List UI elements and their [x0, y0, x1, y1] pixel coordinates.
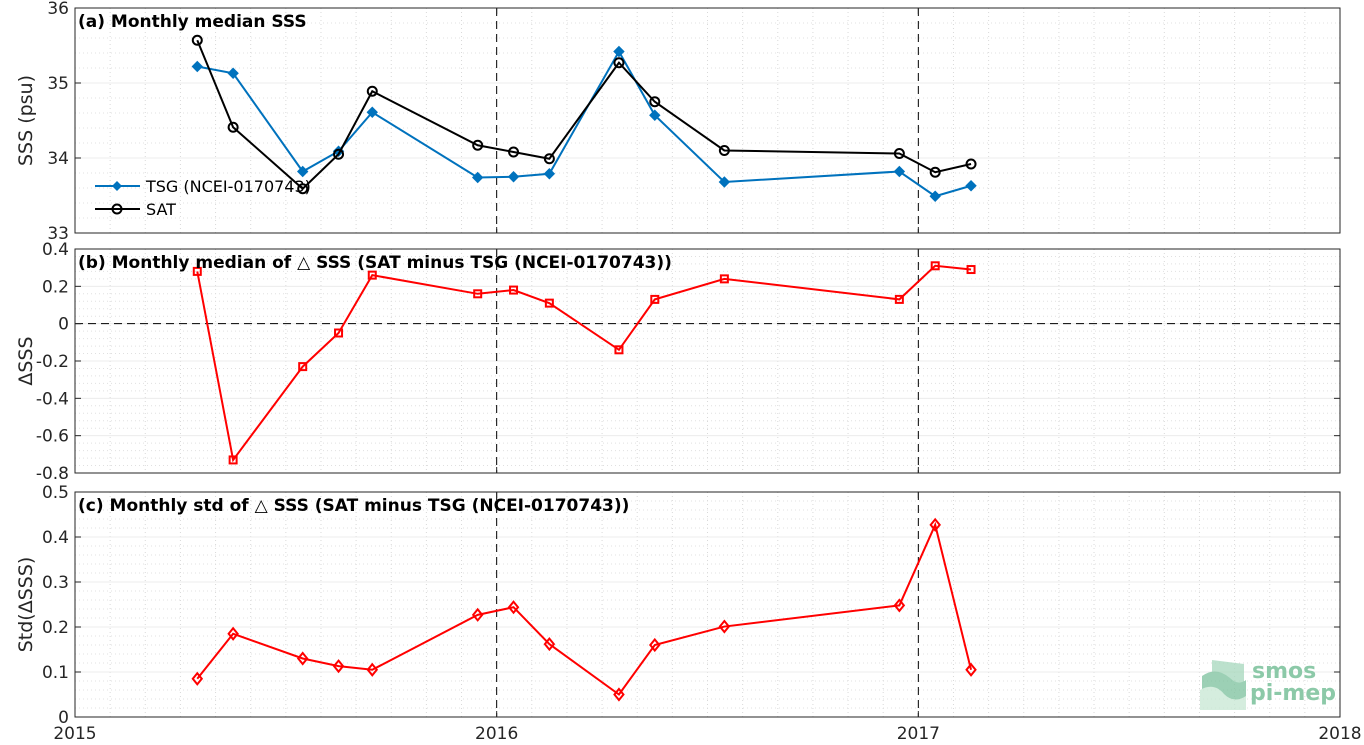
panel-b-data-point: [544, 298, 554, 308]
panel-c-data-point: [929, 517, 941, 532]
panel-c-x-tick-label: 2018: [1318, 724, 1361, 744]
panel-b-data-point: [228, 455, 238, 465]
panel-a-data-point-tsg: [543, 168, 556, 180]
panel-a-data-point-sat: [227, 121, 239, 133]
logo-wave-icon: [1200, 660, 1246, 710]
panel-c-y-tick-label: 0.5: [42, 483, 69, 503]
panel-c-data-point: [543, 637, 556, 652]
panel-a-axes-frame: [74, 7, 1341, 234]
panel-b-data-point: [192, 266, 202, 276]
panel-c-y-tick-label: 0.4: [42, 528, 69, 548]
panel-c-x-tick-label: 2016: [475, 724, 518, 744]
panel-c-y-tick-label: 0.3: [42, 573, 69, 593]
panel-b-title: (b) Monthly median of △ SSS (SAT minus T…: [78, 253, 672, 273]
panel-a-series-line-tsg: [197, 49, 972, 198]
panel-c-data-point: [296, 651, 309, 666]
panel-a-data-point-tsg: [965, 180, 977, 192]
panel-a-series-line-sat: [196, 39, 972, 191]
panel-c-y-tick-label: 0.1: [42, 663, 69, 683]
panel-b-data-point: [614, 345, 624, 355]
panel-a-data-point-sat: [649, 96, 661, 108]
panel-a-data-point-tsg: [366, 106, 378, 118]
panel-b-data-point: [894, 294, 904, 304]
panel-b-y-tick-label: 0.4: [42, 240, 69, 260]
panel-a-y-axis-label: SSS (psu): [15, 75, 37, 166]
panel-a-y-tick-label: 36: [47, 0, 69, 19]
panel-b-data-point: [298, 362, 308, 372]
panel-c-data-point: [471, 607, 484, 622]
panel-c-x-tick-label: 2015: [53, 724, 96, 744]
panel-a-data-point-sat: [929, 166, 941, 178]
panel-c-data-point: [191, 671, 204, 686]
panel-a-data-point-tsg: [227, 67, 239, 79]
panel-b-y-tick-label: -0.4: [36, 389, 69, 409]
panel-b-data-point: [719, 274, 729, 284]
legend-label-tsg: TSG (NCEI-0170743): [145, 177, 311, 196]
panel-c-data-point: [613, 687, 625, 702]
panel-b-y-tick-label: -0.2: [36, 352, 69, 372]
panel-a-data-point-sat: [366, 85, 378, 97]
logo-line-2: pi-mep: [1250, 681, 1336, 706]
panel-a-data-point-sat: [508, 146, 520, 158]
logo-line-1: smos: [1252, 659, 1316, 684]
panel-a-y-tick-label: 35: [47, 74, 69, 94]
panel-a-data-point-sat: [472, 139, 484, 151]
legend-marker-tsg: [112, 181, 122, 191]
panel-c-data-point: [507, 600, 520, 615]
panel-a-data-point-tsg: [191, 60, 203, 73]
panel-c-y-tick-label: 0: [58, 708, 69, 728]
panel-b-data-point: [473, 289, 483, 299]
smos-pi-mep-logo: smos pi-mep: [1200, 659, 1336, 710]
panel-b-data-point: [509, 285, 519, 295]
panel-a-y-tick-label: 34: [47, 149, 69, 169]
panel-c-x-tick-label: 2017: [897, 724, 940, 744]
panel-a-data-point-tsg: [893, 165, 906, 178]
panel-a-title: (a) Monthly median SSS: [78, 12, 307, 32]
panel-a-data-point-tsg: [613, 45, 625, 58]
panel-c-series-line-delta: [196, 521, 973, 696]
panel-b-data-point: [966, 265, 976, 275]
panel-c-data-point: [965, 662, 977, 677]
panel-b-series-line-delta: [196, 264, 972, 463]
panel-c-title: (c) Monthly std of △ SSS (SAT minus TSG …: [78, 496, 629, 516]
panel-c-data-point: [648, 637, 661, 653]
panel-b-y-tick-label: 0: [58, 315, 69, 335]
panel-b-y-tick-label: 0.2: [42, 277, 69, 297]
panel-a-data-point-tsg: [296, 165, 309, 178]
panel-b-data-point: [650, 294, 660, 304]
panel-a-data-point-sat: [965, 158, 977, 170]
panel-a-data-point-tsg: [718, 176, 731, 188]
panel-a-data-point-tsg: [649, 109, 661, 121]
panel-a-data-point-tsg: [507, 171, 520, 183]
panel-c-data-point: [366, 662, 379, 677]
panel-c-data-point: [718, 619, 731, 634]
panel-a-data-point-tsg: [929, 190, 941, 202]
panel-a-y-tick-label: 33: [47, 224, 69, 244]
panel-a-data-point-sat: [297, 183, 309, 195]
panel-c-data-point: [332, 659, 345, 674]
panel-a-data-point-sat: [191, 34, 203, 46]
panel-c-y-tick-label: 0.2: [42, 618, 69, 638]
panel-a-data-point-sat: [333, 148, 345, 160]
legend-label-sat: SAT: [146, 200, 176, 219]
panel-c-data-point: [227, 626, 239, 641]
panel-b-y-tick-label: -0.8: [36, 464, 69, 484]
panel-b-y-axis-label: ΔSSS: [15, 336, 37, 385]
panel-c-data-point: [893, 598, 906, 613]
panel-a-data-point-sat: [718, 145, 730, 156]
panel-b-y-tick-label: -0.6: [36, 427, 69, 447]
panel-a-data-point-sat: [613, 57, 625, 69]
panel-b-data-point: [367, 270, 377, 280]
panel-a-data-point-tsg: [471, 171, 484, 184]
panel-a-data-point-sat: [543, 153, 555, 165]
panel-b-data-point: [930, 261, 940, 271]
panel-c-y-axis-label: Std(ΔSSS): [15, 557, 37, 653]
legend-marker-sat: [111, 203, 123, 215]
panel-c-axes-frame: [74, 491, 1341, 718]
panel-a-data-point-sat: [893, 148, 905, 159]
panel-b-data-point: [334, 328, 344, 338]
